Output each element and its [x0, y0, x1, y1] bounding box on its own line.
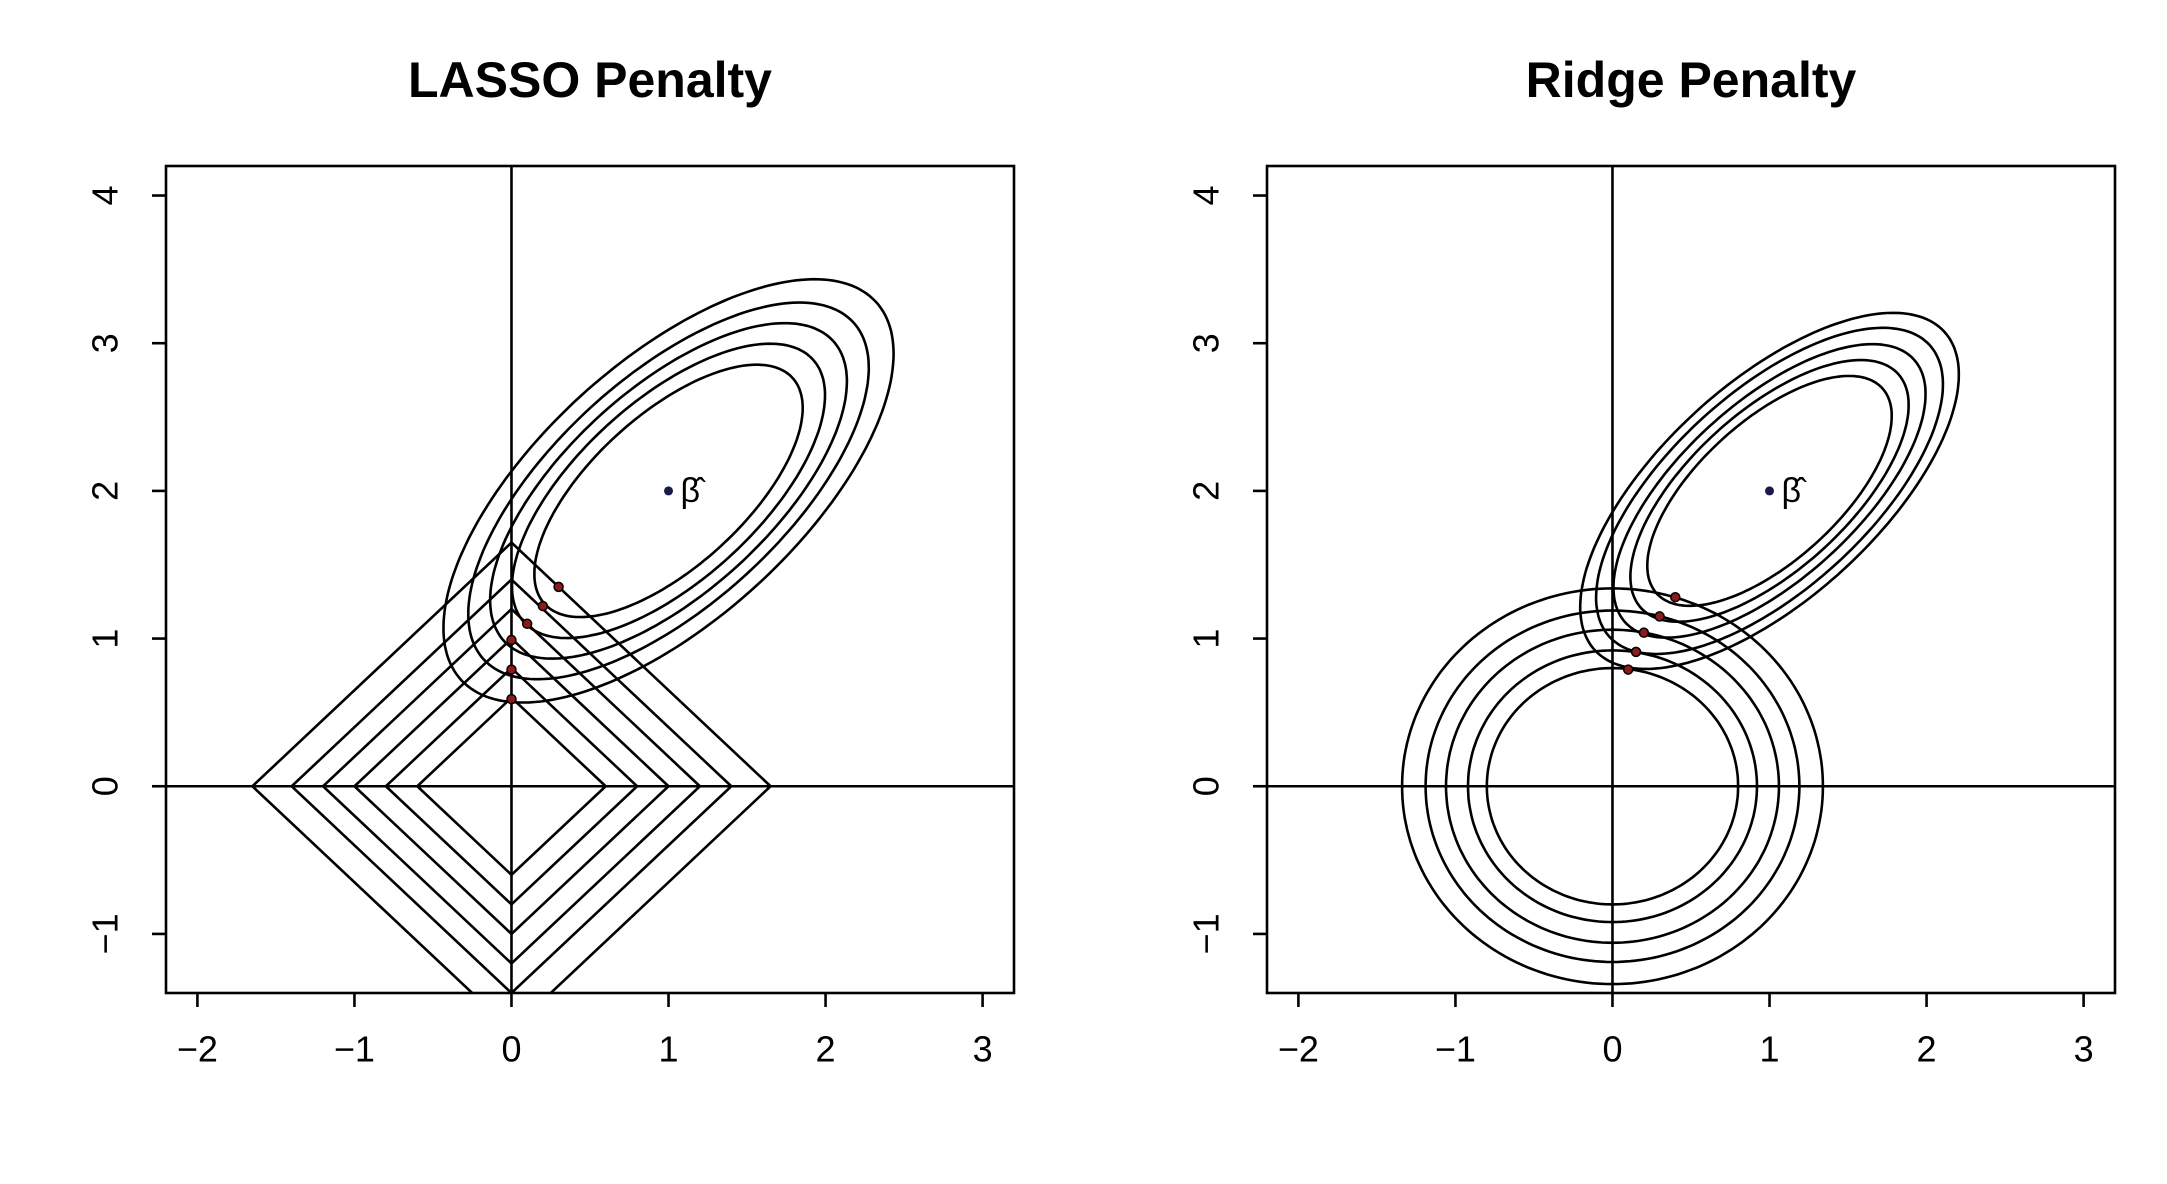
penalty-contour: [415, 695, 608, 877]
x-tick-label: 2: [816, 1029, 836, 1070]
contour-ellipse: [1578, 311, 1961, 671]
x-tick-label: 1: [659, 1029, 679, 1070]
x-tick-label: −2: [1278, 1029, 1319, 1070]
solution-point: [1622, 664, 1634, 675]
contour-ellipse: [1629, 358, 1910, 623]
x-tick-label: 3: [2074, 1029, 2094, 1070]
panel: LASSO Penalty β̂ −2 −1 0 1 2 3 −1 0 1 2 3 4: [85, 52, 1016, 1070]
solution-point: [553, 581, 564, 593]
panel: Ridge Penalty β̂ −2 −1 0 1 2 3 −1 0 1 2 3 4: [1186, 52, 2117, 1070]
x-tick-label: −2: [177, 1029, 218, 1070]
solution-point: [506, 664, 517, 675]
y-tick-label: 4: [85, 186, 126, 206]
plot-box: [164, 164, 1016, 995]
solution-point: [1670, 591, 1681, 603]
y-tick-label: 2: [85, 481, 126, 501]
beta-hat-label: β̂: [1782, 472, 1808, 510]
y-tick-label: 1: [85, 629, 126, 649]
plot-area: β̂: [166, 166, 1014, 993]
y-tick-label: −1: [1186, 913, 1227, 954]
solution-point: [1654, 611, 1665, 622]
x-tick-label: 0: [501, 1029, 521, 1070]
penalty-contour: [1466, 649, 1759, 924]
y-tick-label: 1: [1186, 629, 1227, 649]
plot-area: β̂: [1267, 166, 2115, 993]
contour-ellipse: [1594, 326, 1945, 656]
plot-box: [1265, 164, 2117, 995]
center-point: [664, 486, 674, 496]
y-tick-label: 4: [1186, 186, 1227, 206]
beta-hat-label: β̂: [681, 472, 707, 510]
penalty-contour: [1424, 609, 1801, 964]
penalty-contour: [1400, 587, 1825, 986]
solution-point: [506, 693, 517, 705]
contour-ellipse: [1646, 374, 1893, 608]
penalty-contour: [383, 666, 640, 907]
penalty-contour: [1485, 666, 1740, 906]
solution-point: [506, 634, 517, 646]
y-tick-label: 0: [85, 776, 126, 796]
penalty-contour: [289, 577, 734, 993]
x-tick-label: 2: [1917, 1029, 1937, 1070]
contour-ellipse: [1612, 342, 1927, 639]
center-point: [1765, 486, 1775, 496]
x-tick-label: 3: [973, 1029, 993, 1070]
solution-point: [1638, 627, 1650, 638]
penalty-contour: [250, 540, 773, 993]
y-tick-label: 2: [1186, 481, 1227, 501]
penalty-contour: [321, 607, 702, 966]
y-tick-label: 3: [85, 333, 126, 353]
x-tick-label: −1: [1435, 1029, 1476, 1070]
x-tick-label: −1: [334, 1029, 375, 1070]
y-tick-label: −1: [85, 913, 126, 954]
penalty-contour: [1444, 628, 1781, 945]
y-tick-label: 3: [1186, 333, 1227, 353]
x-tick-label: 0: [1602, 1029, 1622, 1070]
chart-title: Ridge Penalty: [1526, 52, 1857, 108]
y-tick-label: 0: [1186, 776, 1227, 796]
solution-point: [1630, 646, 1642, 658]
chart-title: LASSO Penalty: [408, 52, 772, 108]
x-tick-label: 1: [1760, 1029, 1780, 1070]
penalty-contour: [352, 636, 671, 936]
solution-point: [521, 618, 533, 630]
solution-point: [537, 600, 549, 612]
